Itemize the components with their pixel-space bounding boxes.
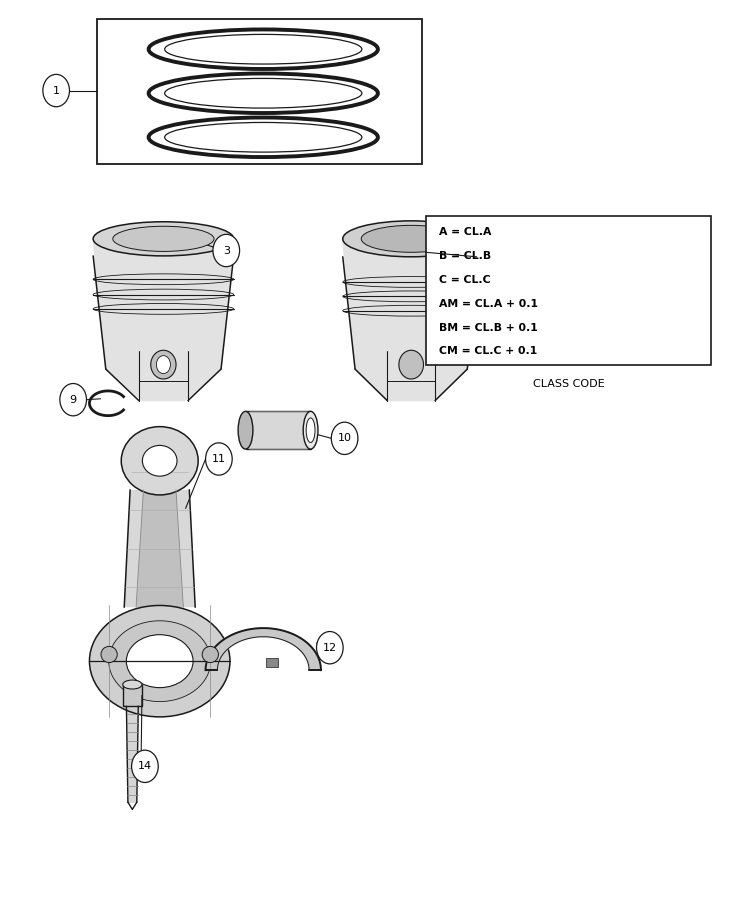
Circle shape (60, 383, 87, 416)
Text: 9: 9 (70, 395, 77, 405)
Ellipse shape (123, 680, 142, 689)
Bar (245, 411, 310, 449)
Polygon shape (343, 238, 479, 400)
Polygon shape (127, 706, 139, 802)
Ellipse shape (361, 225, 461, 252)
Bar (461, 254, 471, 263)
Text: 10: 10 (338, 433, 352, 444)
Text: CM = CL.C + 0.1: CM = CL.C + 0.1 (439, 346, 537, 356)
Text: C = CL.C: C = CL.C (439, 274, 491, 284)
Bar (97, 19, 422, 164)
Ellipse shape (101, 646, 117, 662)
Ellipse shape (306, 418, 315, 443)
Text: 11: 11 (212, 454, 226, 464)
Text: AM = CL.A + 0.1: AM = CL.A + 0.1 (439, 299, 538, 309)
Bar (426, 216, 711, 364)
Ellipse shape (156, 356, 170, 373)
Ellipse shape (113, 226, 214, 251)
Ellipse shape (202, 646, 219, 662)
Circle shape (205, 443, 232, 475)
Ellipse shape (303, 411, 318, 449)
Circle shape (213, 234, 239, 266)
Text: CLASS CODE: CLASS CODE (533, 380, 604, 390)
Bar (461, 243, 471, 252)
Ellipse shape (343, 220, 479, 256)
Text: 14: 14 (138, 761, 152, 771)
Circle shape (331, 422, 358, 454)
Bar (461, 265, 471, 274)
Ellipse shape (93, 221, 233, 256)
Ellipse shape (142, 446, 177, 476)
Circle shape (43, 75, 70, 107)
Text: 12: 12 (323, 643, 337, 652)
Ellipse shape (150, 350, 176, 379)
Bar (123, 685, 142, 706)
Circle shape (316, 632, 343, 664)
Ellipse shape (122, 427, 198, 495)
Circle shape (132, 750, 159, 782)
Ellipse shape (238, 411, 253, 449)
Ellipse shape (399, 350, 424, 379)
Text: BM = CL.B + 0.1: BM = CL.B + 0.1 (439, 322, 538, 333)
Ellipse shape (90, 606, 230, 717)
Bar (266, 659, 278, 668)
Text: B = CL.B: B = CL.B (439, 251, 491, 261)
Ellipse shape (109, 621, 210, 702)
Text: 3: 3 (223, 246, 230, 256)
Text: 1: 1 (53, 86, 60, 95)
Text: A = CL.A: A = CL.A (439, 227, 492, 237)
Ellipse shape (126, 634, 193, 688)
Polygon shape (205, 628, 321, 670)
Polygon shape (93, 238, 233, 400)
